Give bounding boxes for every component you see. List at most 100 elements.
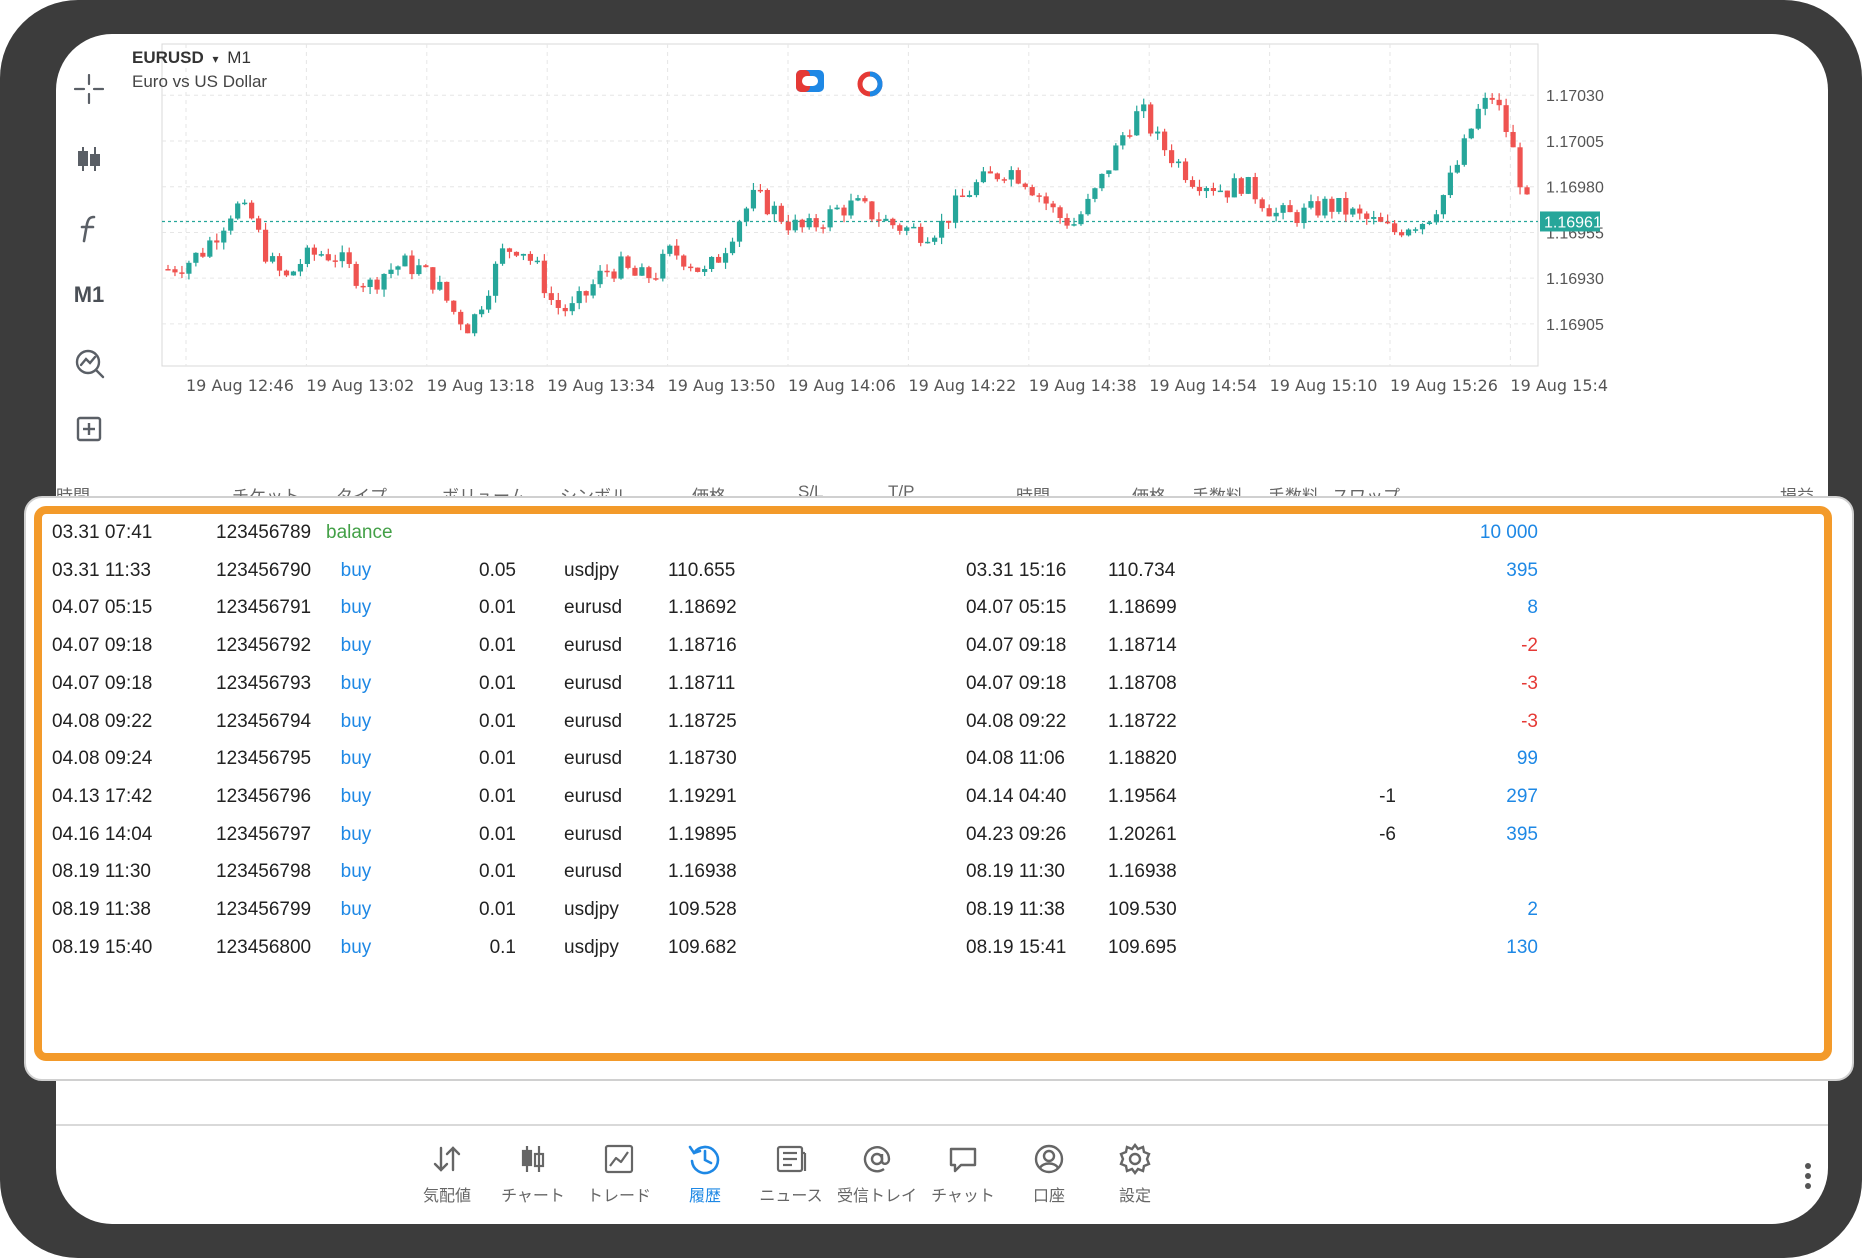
cell-open-price: 1.19291: [668, 785, 737, 807]
candlestick-chart[interactable]: 1.170301.170051.169801.169551.169301.169…: [124, 42, 1828, 472]
nav-settings[interactable]: 設定: [1090, 1136, 1180, 1216]
col-commission: 手数料: [1192, 487, 1243, 498]
nav-mailbox[interactable]: 受信トレイ: [832, 1136, 922, 1216]
indicator-f-icon[interactable]: [66, 206, 112, 252]
candle-body: [945, 220, 952, 223]
cell-close-time: 04.14 04:40: [966, 785, 1067, 807]
cell-volume: 0.01: [479, 899, 516, 920]
candle-body: [1475, 108, 1481, 129]
candle-body: [416, 265, 422, 275]
nav-label: ニュース: [759, 1188, 823, 1205]
candle-body: [980, 171, 987, 183]
history-row[interactable]: 08.19 11:30 123456798 buy 0.01 eurusd 1.16938…: [26, 849, 1808, 893]
nav-news[interactable]: ニュース: [746, 1136, 836, 1216]
more-menu-icon[interactable]: [1798, 1156, 1818, 1196]
candle-body: [1036, 195, 1042, 197]
candlestick-type-icon[interactable]: [66, 136, 112, 182]
candle-body: [1378, 217, 1384, 222]
nav-label: トレード: [586, 1188, 651, 1205]
candle-body: [276, 256, 283, 271]
nav-quotes[interactable]: 気配値: [402, 1136, 492, 1216]
price-chart[interactable]: 1.17030 1.17005 1.16980 1.16955 1.16930 1.169…: [124, 42, 1828, 472]
cell-ticket: 123456797: [216, 823, 312, 845]
candle-body: [534, 260, 540, 263]
signal-ring-icon[interactable]: [856, 70, 884, 97]
col-type: タイプ: [336, 487, 387, 498]
chart-candles-icon: [521, 1146, 545, 1172]
history-row[interactable]: 08.19 15:40 123456800 buy 0.1 usdjpy 109.682 0…: [26, 925, 1808, 969]
candle-body: [256, 218, 262, 230]
cell-open-price: 110.655: [668, 559, 736, 581]
history-row[interactable]: 04.08 09:24 123456795 buy 0.01 eurusd 1.18730…: [26, 736, 1808, 780]
cell-open-time: 04.08 09:22: [52, 710, 153, 732]
cell-open-time: 03.31 11:33: [52, 559, 151, 581]
history-row[interactable]: 04.07 09:18 123456792 buy 0.01 eurusd 1.18716…: [26, 623, 1808, 667]
timeframe-button[interactable]: M1: [66, 272, 112, 318]
history-row[interactable]: 04.13 17:42 123456796 buy 0.01 eurusd 1.19291…: [26, 774, 1808, 818]
candle-body: [1496, 99, 1502, 106]
time-axis-label: 19 Aug 14:54: [1149, 376, 1257, 395]
candle-body: [848, 200, 854, 216]
candle-body: [555, 300, 561, 308]
history-row[interactable]: 03.31 11:33 123456790 buy 0.05 usdjpy 110.655…: [26, 548, 1808, 592]
candle-body: [785, 221, 791, 231]
cell-open-price: 1.18730: [668, 748, 737, 770]
symbol-header[interactable]: EURUSD ▾ M1 Euro vs US Dollar: [132, 48, 267, 92]
cell-volume: 0.01: [479, 635, 516, 657]
candle-body: [1482, 97, 1488, 109]
candle-body: [367, 279, 373, 288]
nav-account[interactable]: 口座: [1004, 1136, 1094, 1216]
history-row[interactable]: 04.07 05:15 123456791 buy 0.01 eurusd 1.18692…: [26, 585, 1808, 629]
col-symbol: シンボル: [560, 487, 628, 498]
time-axis-label: 19 Aug 13:02: [306, 376, 414, 395]
cell-symbol: eurusd: [564, 823, 623, 845]
candle-body: [228, 218, 234, 231]
candle-body: [1315, 201, 1321, 216]
cell-open-price: 1.16938: [668, 861, 737, 883]
history-row[interactable]: 04.07 09:18 123456793 buy 0.01 eurusd 1.18711…: [26, 661, 1808, 705]
candle-body: [165, 269, 171, 271]
cell-open-time: 04.16 14:04: [52, 823, 153, 845]
candle-body: [297, 263, 304, 272]
candle-body: [172, 269, 178, 273]
candle-body: [1385, 221, 1391, 224]
col-volume: ボリューム: [442, 487, 527, 498]
nav-chat[interactable]: チャット: [918, 1136, 1008, 1216]
candle-body: [1398, 232, 1405, 236]
candle-body: [1245, 177, 1251, 194]
candle-body: [1238, 178, 1244, 194]
col-close-time: 時間: [1016, 487, 1050, 498]
history-row[interactable]: 03.31 07:41 123456789 balance 10 000: [26, 510, 1808, 554]
cell-symbol: eurusd: [564, 785, 623, 807]
candle-body: [1064, 217, 1070, 226]
objects-icon[interactable]: [66, 340, 112, 386]
candle-body: [932, 237, 938, 242]
settings-gear-icon: [1119, 1143, 1151, 1175]
cell-type: buy: [340, 559, 372, 581]
crosshair-icon[interactable]: [66, 66, 112, 112]
candle-body: [423, 265, 429, 268]
history-row[interactable]: 04.08 09:22 123456794 buy 0.01 eurusd 1.18725…: [26, 699, 1808, 743]
cell-volume: 0.01: [479, 597, 516, 619]
nav-history[interactable]: 履歴: [660, 1136, 750, 1216]
candle-body: [513, 251, 520, 256]
candle-body: [1280, 205, 1286, 213]
candle-body: [966, 195, 973, 197]
cell-close-time: 04.23 09:26: [966, 823, 1067, 845]
cell-type: buy: [340, 672, 372, 694]
one-click-trading-icon[interactable]: [796, 70, 824, 92]
nav-trade[interactable]: トレード: [574, 1136, 664, 1216]
candle-body: [499, 248, 506, 264]
candle-body: [221, 230, 227, 243]
candle-body: [632, 267, 638, 276]
candle-body: [771, 205, 777, 215]
history-row[interactable]: 04.16 14:04 123456797 buy 0.01 eurusd 1.19895…: [26, 812, 1808, 856]
history-row[interactable]: 08.19 11:38 123456799 buy 0.01 usdjpy 109.528…: [26, 887, 1808, 931]
candle-body: [583, 291, 589, 296]
candle-body: [1127, 135, 1133, 137]
col-tp: T/P: [888, 482, 915, 498]
candle-body: [1224, 190, 1230, 198]
nav-chart[interactable]: チャート: [488, 1136, 578, 1216]
add-window-icon[interactable]: [66, 406, 112, 452]
candle-body: [667, 245, 673, 254]
